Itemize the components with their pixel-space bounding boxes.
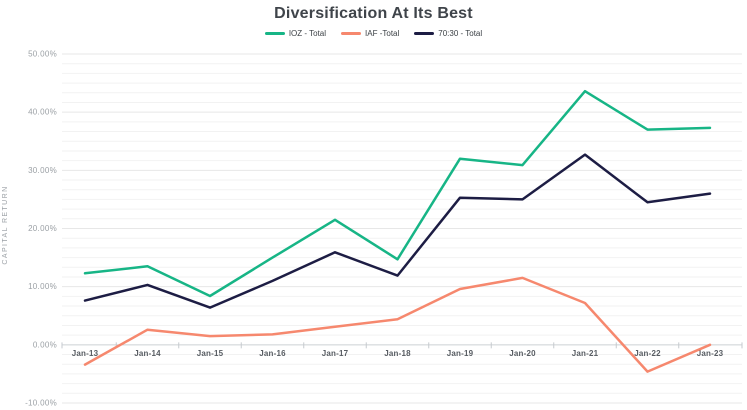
- y-tick-label: 20.00%: [28, 224, 57, 233]
- legend-item-iaf-total[interactable]: IAF -Total: [341, 29, 399, 38]
- y-tick-label: -10.00%: [25, 399, 57, 408]
- x-axis-labels: Jan-13 Jan-14 Jan-15 Jan-16 Jan-17 Jan-18 Jan-…: [72, 349, 724, 358]
- x-tick-label: Jan-23: [697, 349, 724, 358]
- x-tick-label: Jan-18: [384, 349, 411, 358]
- x-axis-ticks: [61, 342, 743, 349]
- y-tick-label: 0.00%: [33, 340, 57, 349]
- x-tick-label: Jan-16: [259, 349, 286, 358]
- x-tick-label: Jan-22: [634, 349, 661, 358]
- x-tick-label: Jan-21: [572, 349, 599, 358]
- chart-title: Diversification At Its Best: [274, 5, 473, 22]
- series-line-ioz-total: [83, 89, 712, 298]
- y-tick-label: 50.00%: [28, 50, 57, 59]
- y-tick-label: 10.00%: [28, 282, 57, 291]
- legend-label: 70:30 - Total: [438, 29, 483, 38]
- series-line-iaf-total: [83, 276, 712, 373]
- x-tick-label: Jan-15: [197, 349, 224, 358]
- legend-swatch-ioz-total: [264, 32, 285, 35]
- legend-label: IOZ - Total: [288, 29, 327, 38]
- chart-legend: IOZ - Total IAF -Total 70:30 - Total: [0, 29, 747, 38]
- major-gridlines: [62, 53, 742, 404]
- legend-item-70-30-total[interactable]: 70:30 - Total: [414, 29, 482, 38]
- y-tick-label: 40.00%: [28, 108, 57, 117]
- y-axis-labels: 50.00% 40.00% 30.00% 20.00% 10.00% 0.00% -10.0…: [25, 50, 57, 408]
- y-tick-label: 30.00%: [28, 166, 57, 175]
- x-tick-label: Jan-14: [134, 349, 161, 358]
- legend-label: IAF -Total: [365, 29, 400, 38]
- x-tick-label: Jan-19: [447, 349, 474, 358]
- legend-item-ioz-total[interactable]: IOZ - Total: [264, 29, 327, 38]
- legend-swatch-70-30-total: [414, 32, 435, 35]
- x-tick-label: Jan-20: [509, 349, 536, 358]
- legend-swatch-iaf-total: [341, 32, 362, 35]
- x-tick-label: Jan-17: [322, 349, 349, 358]
- series-line-70-30-total: [83, 153, 712, 309]
- x-tick-label: Jan-13: [72, 349, 99, 358]
